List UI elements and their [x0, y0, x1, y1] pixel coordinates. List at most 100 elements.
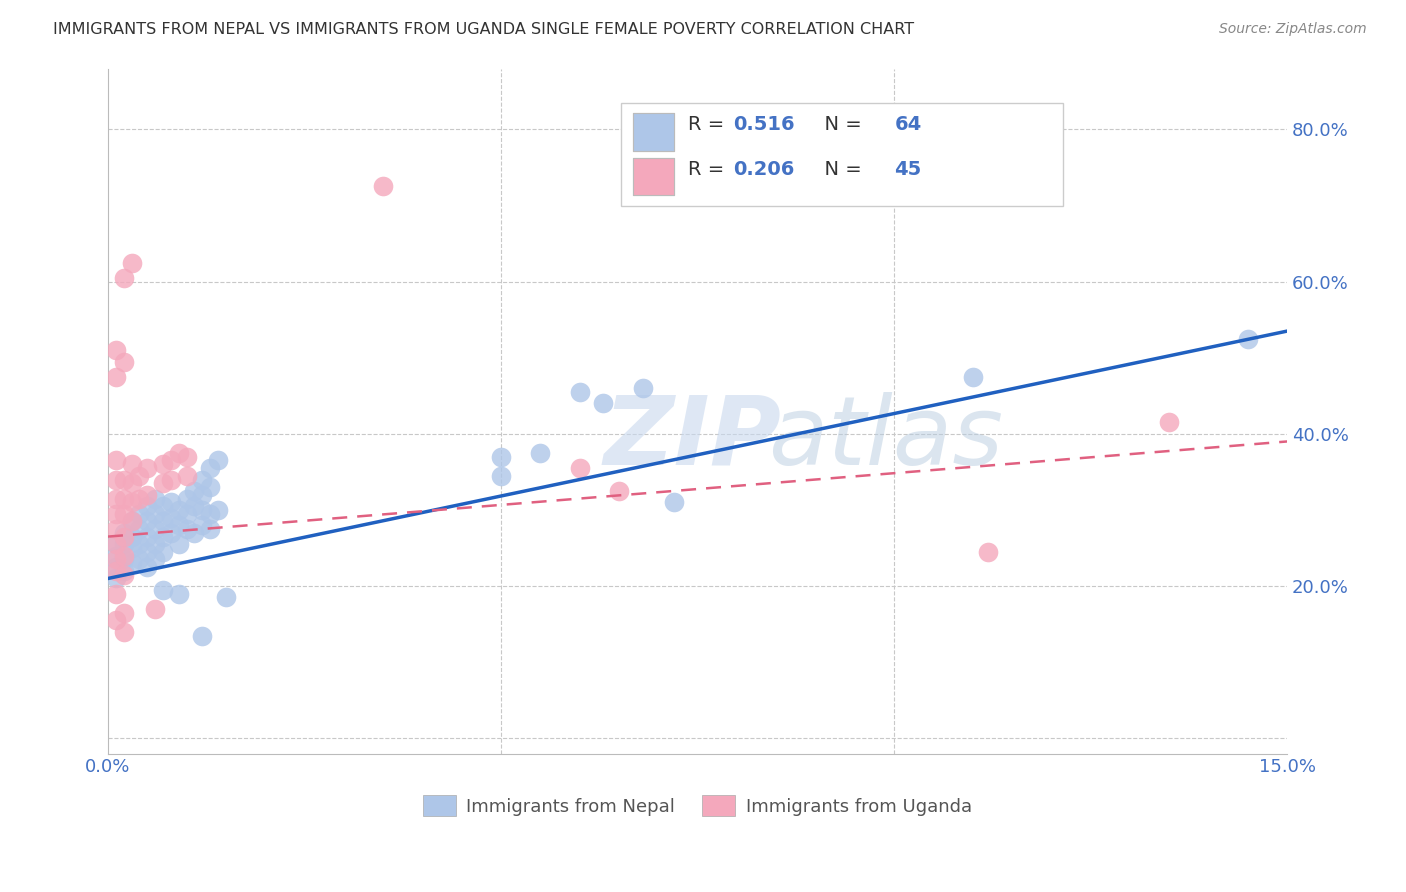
Point — [152, 530, 174, 544]
Point — [121, 541, 143, 555]
Point — [112, 491, 135, 506]
Point — [191, 628, 214, 642]
FancyBboxPatch shape — [621, 103, 1063, 205]
Point — [1159, 416, 1181, 430]
Point — [152, 545, 174, 559]
Point — [143, 537, 166, 551]
Point — [977, 545, 1000, 559]
Point — [104, 491, 127, 506]
Point — [112, 473, 135, 487]
Point — [104, 522, 127, 536]
Point — [152, 582, 174, 597]
Point — [121, 495, 143, 509]
Point — [207, 453, 229, 467]
Point — [152, 476, 174, 491]
Point — [143, 602, 166, 616]
Point — [136, 488, 159, 502]
Point — [489, 468, 512, 483]
Point — [136, 515, 159, 529]
Point — [160, 510, 183, 524]
Point — [112, 552, 135, 566]
Point — [136, 530, 159, 544]
Point — [112, 624, 135, 639]
Point — [104, 587, 127, 601]
Point — [104, 560, 127, 574]
Text: Source: ZipAtlas.com: Source: ZipAtlas.com — [1219, 22, 1367, 37]
Point — [112, 567, 135, 582]
Point — [104, 537, 127, 551]
Point — [631, 381, 654, 395]
Point — [143, 552, 166, 566]
Point — [121, 515, 143, 529]
Point — [191, 488, 214, 502]
Point — [198, 522, 221, 536]
Point — [112, 525, 135, 540]
Point — [121, 255, 143, 269]
Point — [160, 473, 183, 487]
Point — [112, 530, 135, 544]
Text: atlas: atlas — [768, 392, 1004, 485]
Point — [167, 587, 190, 601]
Point — [104, 549, 127, 563]
Text: R =: R = — [688, 161, 731, 179]
Point — [607, 483, 630, 498]
Point — [104, 473, 127, 487]
Point — [207, 503, 229, 517]
Point — [1236, 332, 1258, 346]
Point — [167, 446, 190, 460]
Point — [104, 572, 127, 586]
Point — [167, 518, 190, 533]
Point — [962, 369, 984, 384]
Point — [191, 473, 214, 487]
Text: 0.206: 0.206 — [733, 161, 794, 179]
Point — [136, 560, 159, 574]
Point — [160, 495, 183, 509]
Point — [662, 495, 685, 509]
Point — [112, 564, 135, 578]
Point — [104, 537, 127, 551]
Point — [143, 507, 166, 521]
Point — [592, 396, 614, 410]
Point — [112, 270, 135, 285]
Point — [112, 606, 135, 620]
Point — [183, 525, 205, 540]
Point — [176, 468, 198, 483]
Point — [167, 537, 190, 551]
Point — [183, 483, 205, 498]
Point — [371, 179, 394, 194]
Point — [198, 480, 221, 494]
Point — [112, 549, 135, 563]
Point — [104, 507, 127, 521]
Point — [215, 591, 238, 605]
Point — [121, 530, 143, 544]
Point — [143, 491, 166, 506]
FancyBboxPatch shape — [633, 113, 673, 151]
Text: 45: 45 — [894, 161, 922, 179]
Point — [160, 453, 183, 467]
Point — [121, 476, 143, 491]
Point — [104, 552, 127, 566]
Point — [198, 507, 221, 521]
Point — [176, 450, 198, 464]
Point — [152, 458, 174, 472]
Point — [128, 507, 150, 521]
Point — [112, 354, 135, 368]
Point — [104, 613, 127, 627]
Point — [104, 343, 127, 358]
Point — [112, 537, 135, 551]
Point — [128, 537, 150, 551]
Point — [176, 522, 198, 536]
Legend: Immigrants from Nepal, Immigrants from Uganda: Immigrants from Nepal, Immigrants from U… — [416, 788, 979, 823]
Point — [191, 518, 214, 533]
Point — [104, 564, 127, 578]
Point — [121, 515, 143, 529]
Text: ZIP: ZIP — [603, 392, 782, 485]
Point — [176, 507, 198, 521]
Point — [128, 552, 150, 566]
Text: N =: N = — [811, 115, 868, 134]
Point — [128, 491, 150, 506]
Text: IMMIGRANTS FROM NEPAL VS IMMIGRANTS FROM UGANDA SINGLE FEMALE POVERTY CORRELATIO: IMMIGRANTS FROM NEPAL VS IMMIGRANTS FROM… — [53, 22, 914, 37]
Point — [112, 507, 135, 521]
Text: 0.516: 0.516 — [733, 115, 794, 134]
Point — [160, 525, 183, 540]
